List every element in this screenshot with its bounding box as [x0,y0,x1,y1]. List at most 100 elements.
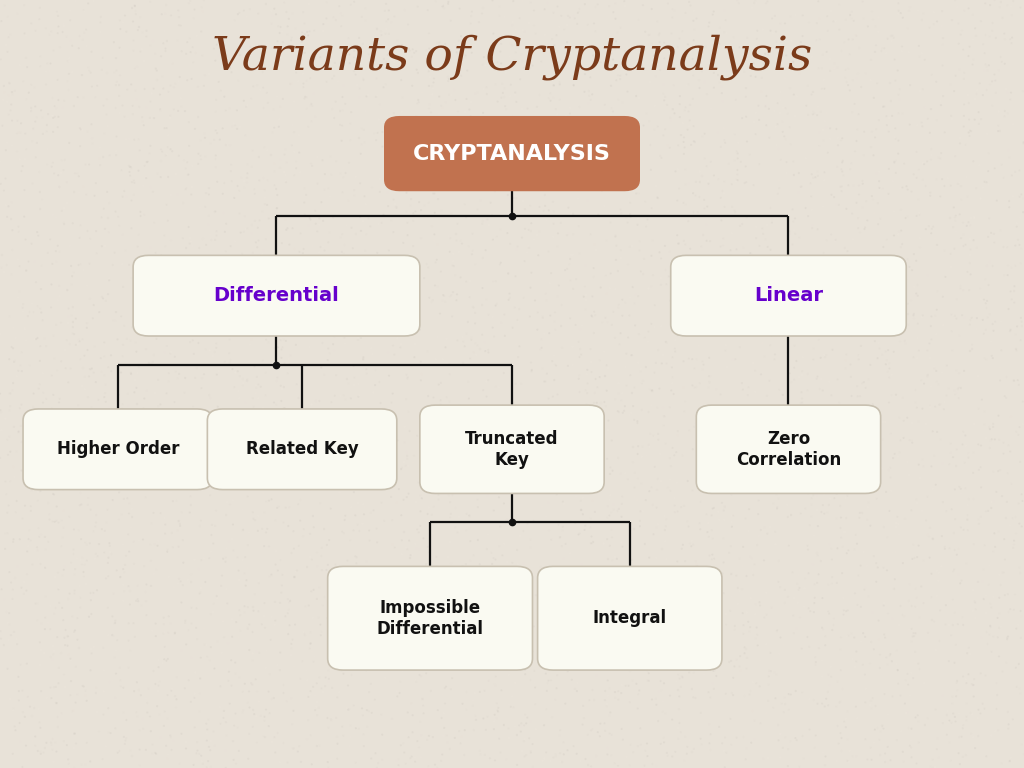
Point [318,464,335,476]
Point [492,31,508,44]
Point [452,415,468,428]
Point [494,399,510,412]
Point [138,31,155,43]
Point [801,16,817,28]
Point [251,265,267,277]
Point [676,235,692,247]
Point [500,612,516,624]
Point [187,476,204,488]
Point [182,46,199,58]
Point [879,283,895,295]
Point [389,35,406,47]
Point [394,123,411,135]
Point [690,339,707,352]
Point [627,467,643,479]
Point [317,259,334,271]
Point [772,751,788,763]
Point [203,273,219,286]
Point [640,406,656,418]
Point [453,169,469,181]
Point [509,544,525,556]
Point [821,275,838,287]
Point [278,175,294,187]
Point [309,151,326,163]
Point [501,266,517,279]
Point [226,720,243,732]
Point [101,402,118,414]
Point [350,497,367,509]
Point [975,181,991,194]
Point [40,108,56,121]
Point [607,393,624,406]
Point [401,535,418,547]
Point [215,187,231,200]
Point [125,45,141,57]
Point [94,51,111,64]
Point [922,22,938,34]
Point [167,269,183,281]
Point [42,413,58,425]
Point [501,669,517,681]
Point [108,149,124,161]
Point [544,650,560,663]
Point [842,163,858,175]
Point [248,296,264,308]
Point [66,455,82,468]
Point [574,700,591,712]
Point [641,483,657,495]
Point [313,362,330,374]
Point [276,166,293,178]
Point [685,187,701,200]
Point [4,224,20,237]
Point [563,609,580,621]
Point [630,740,646,753]
Point [0,633,9,645]
Point [1,618,17,631]
Point [138,578,155,591]
Point [818,429,835,441]
Point [24,237,40,250]
Point [589,611,605,624]
Point [838,492,854,505]
Point [522,746,539,759]
Point [358,704,375,717]
Point [169,671,185,684]
Point [351,31,368,44]
Point [474,7,490,19]
Point [275,0,292,8]
Point [585,631,601,644]
Point [1009,680,1024,693]
Point [234,704,251,717]
Point [739,31,756,44]
Point [1001,151,1018,164]
Point [885,256,901,268]
Point [297,91,313,103]
Point [955,719,972,731]
Point [126,174,142,187]
Point [695,229,712,241]
Point [455,128,471,141]
Point [954,722,971,734]
Point [378,298,394,310]
Point [390,753,407,765]
Point [772,310,788,323]
Point [971,464,987,476]
Point [906,313,923,325]
Point [378,148,394,161]
Point [77,759,93,768]
Point [343,392,359,405]
Point [19,545,36,558]
Point [577,86,593,98]
Point [877,756,893,768]
Point [248,710,264,722]
Point [854,206,870,218]
Point [268,217,285,230]
Point [668,165,684,177]
Point [49,509,66,521]
Point [523,588,540,601]
Point [833,644,849,656]
Point [927,400,943,412]
Point [766,300,782,313]
Point [819,506,836,518]
Point [867,20,884,32]
